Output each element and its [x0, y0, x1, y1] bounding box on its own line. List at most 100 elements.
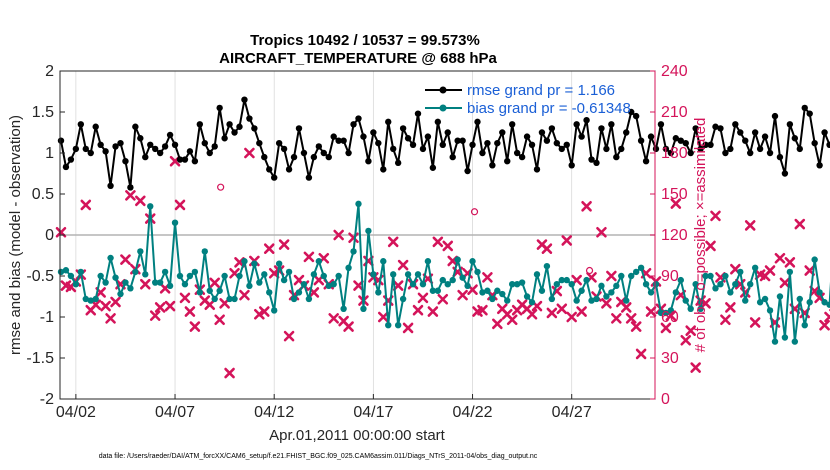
obs-assimilated-point — [581, 201, 592, 212]
bias-point — [102, 279, 109, 286]
rmse-point — [132, 123, 139, 130]
rmse-point — [771, 112, 779, 120]
rmse-point — [107, 182, 114, 189]
bias-point — [62, 267, 70, 274]
obs-assimilated-point — [720, 314, 731, 326]
bias-point — [424, 258, 432, 265]
rmse-point — [424, 133, 432, 140]
rmse-point — [484, 139, 491, 147]
bias-point — [330, 281, 337, 288]
obs-x-marker — [184, 306, 196, 317]
obs-assimilated-point — [700, 298, 711, 309]
obs-x-marker — [690, 362, 701, 373]
rmse-point — [464, 167, 471, 175]
obs-assimilated-point — [764, 265, 776, 276]
obs-assimilated-point — [179, 292, 191, 304]
rmse-point — [533, 166, 541, 173]
bias-point — [642, 281, 650, 288]
rmse-point — [394, 159, 402, 167]
bias-point — [414, 271, 422, 278]
bias-point — [682, 297, 689, 304]
rmse-point — [692, 125, 699, 132]
rmse-point — [509, 121, 516, 128]
rmse-point — [474, 118, 481, 126]
rmse-point — [751, 129, 759, 136]
bias-point — [345, 264, 352, 271]
bias-point — [751, 264, 759, 271]
rmse-point — [370, 129, 377, 136]
rmse-point — [702, 141, 709, 148]
obs-assimilated-point — [784, 257, 796, 268]
rmse-point — [459, 137, 466, 144]
rmse-point — [285, 166, 293, 173]
bias-point — [628, 272, 635, 280]
obs-x-marker — [353, 280, 364, 291]
obs-assimilated-point — [110, 296, 121, 308]
y-tick-label-left: 0 — [45, 227, 54, 244]
rmse-point — [677, 137, 684, 144]
rmse-point — [761, 133, 769, 140]
obs-assimilated-point — [164, 300, 176, 312]
x-axis-ticks: 04/02 04/07 04/12 04/17 04/22 04/27 — [56, 394, 592, 421]
obs-assimilated-point — [377, 311, 389, 323]
rmse-point — [380, 166, 387, 173]
bias-point — [618, 272, 625, 280]
y-tick-label-right: 0 — [661, 391, 670, 408]
bias-point — [310, 271, 318, 278]
obs-x-marker — [705, 240, 716, 252]
rmse-point — [127, 184, 134, 191]
obs-assimilated-point — [263, 243, 275, 254]
rmse-point — [603, 145, 610, 153]
rmse-point — [652, 145, 660, 153]
x-tick-label: 04/12 — [254, 404, 294, 421]
bias-point — [494, 287, 501, 294]
bias-point — [756, 299, 764, 306]
legend-rmse-marker — [439, 86, 447, 94]
rmse-point — [67, 156, 75, 163]
rmse-point — [608, 121, 615, 128]
rmse-point — [632, 112, 640, 120]
rmse-point — [409, 141, 417, 148]
y-tick-label-right: 240 — [661, 63, 688, 80]
rmse-point — [256, 139, 263, 147]
obs-x-marker — [596, 226, 607, 238]
bias-point — [231, 295, 238, 303]
rmse-point — [672, 135, 680, 142]
bias-point — [707, 272, 714, 280]
bias-point — [315, 258, 323, 265]
rmse-point — [747, 149, 754, 157]
y-tick-label-right: 180 — [661, 145, 688, 162]
rmse-point — [449, 153, 456, 161]
rmse-point — [523, 133, 531, 140]
obs-x-marker — [412, 304, 424, 316]
bias-point — [776, 293, 784, 300]
bias-point — [766, 307, 774, 314]
bias-point — [578, 287, 585, 294]
bias-point — [652, 281, 660, 288]
y-tick-label-right: 90 — [661, 268, 679, 285]
obs-x-marker — [442, 240, 454, 252]
obs-x-marker — [303, 251, 315, 263]
bias-point — [697, 305, 704, 312]
obs-assimilated-point — [482, 272, 493, 283]
rmse-point — [231, 129, 238, 136]
bias-point — [712, 285, 719, 292]
rmse-point — [122, 158, 129, 165]
rmse-point — [350, 121, 357, 128]
rmse-point — [588, 156, 595, 163]
bias-point — [82, 295, 89, 303]
obs-assimilated-point — [224, 367, 235, 379]
bias-point — [107, 254, 114, 262]
obs-assimilated-point — [442, 240, 454, 252]
obs-x-marker — [606, 270, 617, 282]
rmse-point — [801, 104, 808, 112]
obs-x-marker — [482, 272, 493, 283]
rmse-point — [786, 121, 794, 128]
obs-assimilated-point — [209, 277, 220, 289]
bias-point — [77, 268, 85, 276]
rmse-point — [176, 156, 184, 163]
bias-point — [811, 256, 818, 263]
rmse-point — [261, 153, 268, 161]
rmse-point — [722, 149, 729, 157]
y-tick-label-left: 1 — [45, 145, 54, 162]
